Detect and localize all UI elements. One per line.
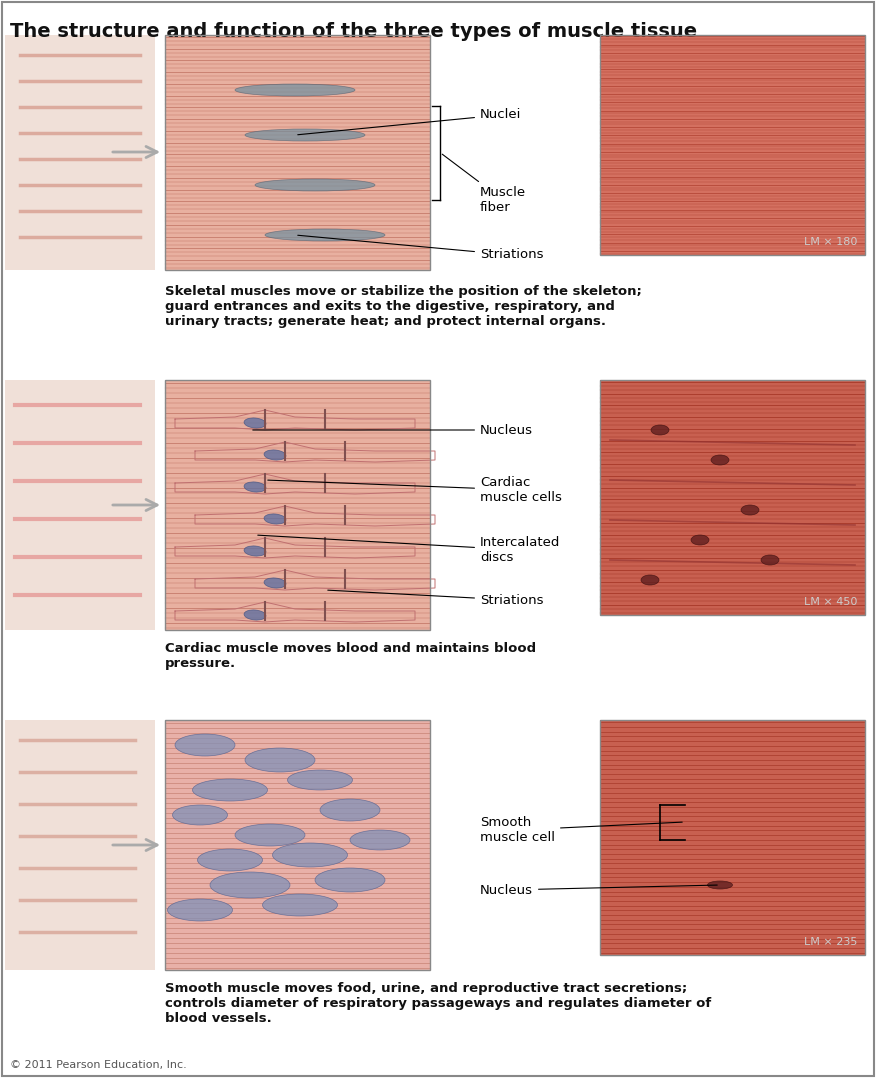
Ellipse shape	[197, 849, 263, 870]
Ellipse shape	[315, 868, 385, 892]
Ellipse shape	[264, 514, 286, 524]
Bar	[165, 720, 430, 970]
Ellipse shape	[244, 545, 266, 556]
Text: Striations: Striations	[298, 235, 543, 261]
Ellipse shape	[350, 831, 410, 850]
Bar	[165, 35, 430, 270]
Bar	[600, 720, 865, 955]
Text: Nucleus: Nucleus	[480, 883, 717, 896]
Text: Nuclei: Nuclei	[298, 108, 521, 135]
Ellipse shape	[265, 229, 385, 241]
Bar	[5, 35, 155, 270]
Text: Striations: Striations	[328, 590, 543, 607]
Text: LM × 180: LM × 180	[803, 237, 857, 247]
Text: LM × 235: LM × 235	[803, 937, 857, 947]
Bar	[5, 380, 155, 630]
Bar	[600, 380, 865, 615]
Ellipse shape	[264, 578, 286, 589]
Ellipse shape	[708, 881, 732, 889]
Ellipse shape	[235, 824, 305, 846]
Ellipse shape	[244, 482, 266, 492]
Bar	[165, 35, 430, 270]
Ellipse shape	[167, 899, 232, 921]
Ellipse shape	[210, 872, 290, 897]
Ellipse shape	[244, 418, 266, 428]
Ellipse shape	[244, 610, 266, 620]
Bar	[165, 380, 430, 630]
Text: Skeletal muscles move or stabilize the position of the skeleton;
guard entrances: Skeletal muscles move or stabilize the p…	[165, 285, 642, 328]
Text: LM × 450: LM × 450	[803, 597, 857, 607]
Ellipse shape	[175, 734, 235, 756]
Bar	[600, 720, 865, 955]
Ellipse shape	[287, 770, 352, 789]
Ellipse shape	[691, 535, 709, 545]
Ellipse shape	[245, 129, 365, 141]
Text: Smooth
muscle cell: Smooth muscle cell	[480, 816, 682, 843]
Text: Nucleus: Nucleus	[253, 423, 533, 436]
Bar	[600, 380, 865, 615]
Ellipse shape	[255, 179, 375, 191]
Bar	[600, 35, 865, 255]
Ellipse shape	[320, 799, 380, 821]
Ellipse shape	[741, 505, 759, 515]
Ellipse shape	[263, 894, 337, 916]
Ellipse shape	[761, 555, 779, 565]
Ellipse shape	[641, 575, 659, 585]
Text: Intercalated
discs: Intercalated discs	[258, 536, 561, 564]
Ellipse shape	[235, 84, 355, 96]
Ellipse shape	[711, 455, 729, 465]
Ellipse shape	[245, 748, 315, 772]
Ellipse shape	[651, 426, 669, 435]
Text: Smooth muscle moves food, urine, and reproductive tract secretions;
controls dia: Smooth muscle moves food, urine, and rep…	[165, 982, 711, 1025]
Bar	[5, 720, 155, 970]
Bar	[165, 380, 430, 630]
Ellipse shape	[272, 843, 348, 867]
Bar	[165, 720, 430, 970]
Bar	[600, 35, 865, 255]
Text: The structure and function of the three types of muscle tissue: The structure and function of the three …	[10, 22, 697, 41]
Text: Cardiac
muscle cells: Cardiac muscle cells	[268, 476, 562, 504]
Ellipse shape	[193, 779, 267, 801]
Text: Cardiac muscle moves blood and maintains blood
pressure.: Cardiac muscle moves blood and maintains…	[165, 642, 536, 670]
Text: © 2011 Pearson Education, Inc.: © 2011 Pearson Education, Inc.	[10, 1059, 187, 1070]
Text: Muscle
fiber: Muscle fiber	[442, 154, 526, 214]
Ellipse shape	[264, 450, 286, 460]
Ellipse shape	[173, 805, 228, 825]
